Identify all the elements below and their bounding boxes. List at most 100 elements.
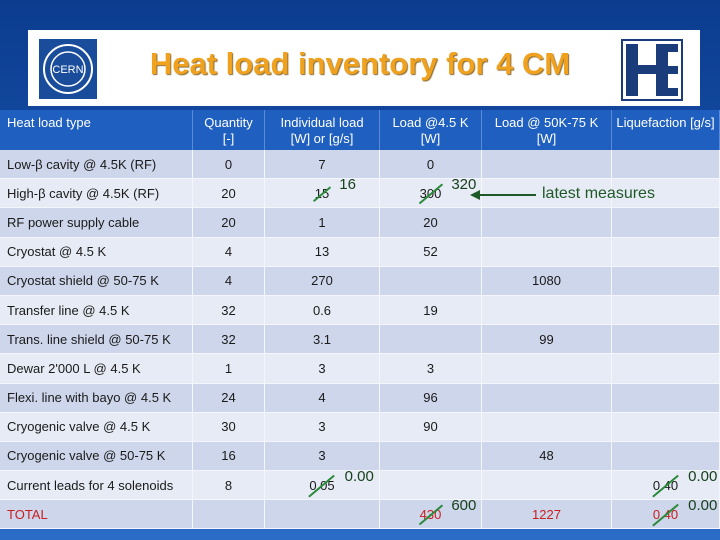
heat-load-table: Heat load type Quantity [-] Individual loa… (0, 110, 720, 530)
cell-text: 0 (426, 156, 435, 172)
new-value: 16 (339, 175, 356, 193)
logo-bar (668, 66, 678, 74)
cell-text: 24 (221, 390, 236, 406)
old-value: 0.05 0.00 (308, 468, 374, 498)
table-cell: Trans. line shield @ 50-75 K (0, 325, 193, 355)
table-cell (265, 500, 380, 530)
table-cell: 20 (193, 179, 265, 209)
table-cell (482, 237, 612, 267)
cell-text: Low-β cavity @ 4.5K (RF) (7, 156, 157, 172)
cell-text: 20 (221, 185, 236, 201)
cell-text: 4 (224, 273, 233, 289)
new-value: 600 (451, 496, 477, 514)
table-cell: 1080 (482, 266, 612, 296)
table-cell (482, 208, 612, 238)
table-cell (380, 471, 482, 501)
cell-text: 8 (224, 477, 233, 493)
table-cell (612, 266, 720, 296)
table-cell: 7 (265, 150, 380, 180)
table-cell: 0.05 0.00 (265, 468, 380, 501)
cell-text: Transfer line @ 4.5 K (7, 302, 130, 318)
old-value: 15 16 (312, 176, 356, 203)
table-cell: 300 320 (380, 176, 482, 209)
table-cell: 430 600 (380, 496, 482, 530)
table-cell: 1 (193, 354, 265, 384)
table-cell (482, 412, 612, 442)
column-header: Heat load type (0, 110, 193, 150)
cell-text: 3.1 (312, 331, 332, 347)
new-value: 0.00 (688, 467, 718, 485)
table-cell (482, 150, 612, 180)
cell-text: 52 (423, 244, 438, 260)
logo-text: CERN (52, 64, 83, 76)
strike-line (308, 474, 336, 498)
table-cell: Cryostat @ 4.5 K (0, 237, 193, 267)
table-cell: 48 (482, 441, 612, 472)
table-cell (482, 179, 612, 209)
cell-text: 3 (426, 360, 435, 376)
table-cell: Cryogenic valve @ 50-75 K (0, 441, 193, 472)
table-cell: 3.1 (265, 325, 380, 355)
table-cell: 3 (265, 441, 380, 472)
strike-line (652, 503, 679, 527)
table-cell: 1227 (482, 500, 612, 530)
table-cell (612, 354, 720, 384)
table-cell: 20 (193, 208, 265, 238)
cell-text: 13 (314, 244, 330, 260)
table-cell: 3 (380, 354, 482, 384)
table-cell: 4 (193, 237, 265, 267)
cell-text: 270 (311, 273, 333, 289)
table-cell: Low-β cavity @ 4.5K (RF) (0, 150, 193, 180)
table-cell: 30 (193, 412, 265, 442)
new-value: 0.00 (344, 467, 374, 485)
column-header: Liquefaction [g/s] (612, 110, 720, 150)
cell-text: 0.6 (312, 302, 332, 318)
table-cell: Cryostat shield @ 50-75 K (0, 266, 193, 296)
column-header: Load @4.5 K [W] (380, 110, 482, 150)
annotation: latest measures (542, 185, 655, 202)
table-cell (612, 412, 720, 442)
cell-text: TOTAL (7, 506, 48, 522)
logo-bar (656, 44, 668, 96)
table-cell: 24 (193, 383, 265, 413)
cell-text: 0 (224, 156, 233, 172)
logo-ring (43, 44, 93, 94)
cell-text: RF power supply cable (7, 214, 140, 230)
table-cell: Current leads for 4 solenoids (0, 471, 193, 501)
cell-text: 90 (423, 419, 438, 435)
cell-text: Cryogenic valve @ 50-75 K (7, 448, 166, 464)
logo-bar (668, 44, 678, 52)
table-cell: 90 (380, 412, 482, 442)
cell-text: Cryostat @ 4.5 K (7, 244, 107, 260)
table-cell (193, 500, 265, 530)
table-cell (482, 471, 612, 501)
table-cell: 19 (380, 295, 482, 326)
cell-text: 1227 (532, 506, 561, 522)
cell-text: 4 (318, 390, 326, 406)
table-cell: 0.40 0.00 (612, 496, 720, 530)
cell-text: 30 (221, 419, 236, 435)
new-value: 0.00 (688, 496, 718, 514)
table-cell: RF power supply cable (0, 208, 193, 238)
cell-text: 48 (539, 448, 554, 464)
table-cell (612, 383, 720, 413)
cell-text: 20 (423, 214, 438, 230)
table-cell: Flexi. line with bayo @ 4.5 K (0, 383, 193, 413)
logo-ring (50, 51, 86, 87)
cern-logo: CERN (39, 39, 97, 99)
table-cell: 0 (193, 150, 265, 180)
cell-text: High-β cavity @ 4.5K (RF) (7, 185, 160, 201)
cell-text: 1080 (532, 273, 561, 289)
strike-line (652, 474, 679, 498)
cell-text: 1 (224, 360, 233, 376)
table-cell (612, 208, 720, 238)
hie-logo (621, 39, 683, 101)
cell-text: 3 (318, 448, 326, 464)
table-cell: 0.40 0.00 (612, 467, 720, 501)
table-cell (380, 266, 482, 296)
table-cell: Dewar 2'000 L @ 4.5 K (0, 354, 193, 384)
table-cell (380, 441, 482, 472)
table-cell: 1 (265, 208, 380, 238)
cell-text: Dewar 2'000 L @ 4.5 K (7, 360, 141, 376)
